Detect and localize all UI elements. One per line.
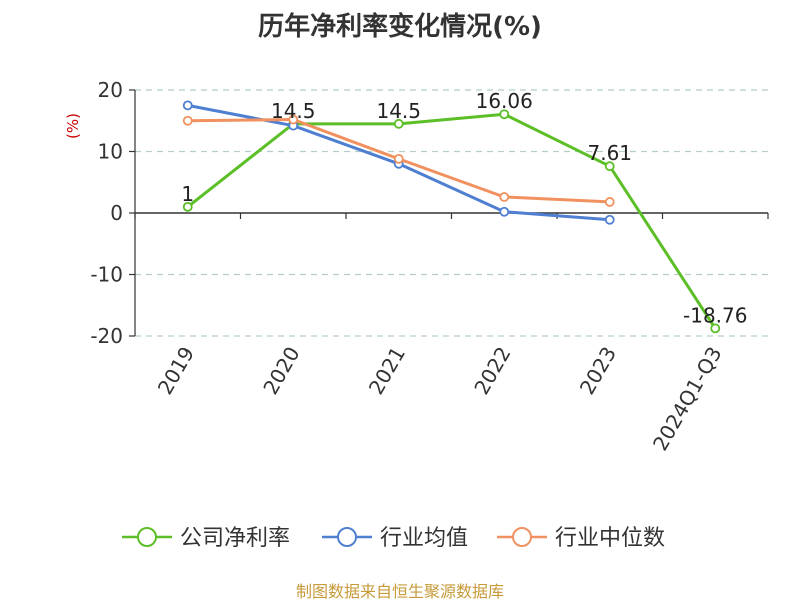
- y-tick-label: -20: [90, 324, 123, 348]
- data-labels: 1 14.5 14.5 16.06 7.61 -18.76: [181, 89, 747, 327]
- data-point: [182, 100, 193, 111]
- x-tick-label: 2023: [575, 343, 621, 399]
- data-point: [182, 201, 193, 212]
- y-tick-label: 0: [110, 201, 123, 225]
- data-label: 14.5: [376, 99, 421, 123]
- x-tick-label: 2024Q1-Q3: [648, 343, 727, 455]
- y-axis-label: (%): [64, 113, 82, 139]
- data-point: [288, 114, 299, 125]
- data-point: [604, 161, 615, 172]
- chart-title: 历年净利率变化情况(%): [258, 12, 542, 42]
- legend-marker: [137, 527, 157, 547]
- data-point: [604, 197, 615, 207]
- source-note: 制图数据来自恒生聚源数据库: [295, 582, 504, 601]
- x-tick-label: 2021: [364, 343, 410, 399]
- legend-label: 行业均值: [380, 526, 468, 551]
- y-tick-label: -10: [90, 263, 123, 287]
- x-tick-label: 2020: [258, 343, 304, 399]
- data-label: 16.06: [476, 89, 533, 113]
- y-tick-label: 20: [98, 78, 123, 102]
- series: [182, 100, 721, 334]
- y-tick-label: 10: [98, 140, 123, 164]
- data-point: [393, 153, 404, 164]
- data-label: 7.61: [587, 141, 632, 165]
- legend: 公司净利率 行业均值 行业中位数: [122, 526, 665, 551]
- data-point: [604, 214, 615, 225]
- data-label: -18.76: [683, 303, 747, 327]
- legend-item: 公司净利率: [122, 526, 290, 551]
- series-line-0: [186, 112, 717, 330]
- data-point: [499, 109, 510, 120]
- x-tick-label: 2022: [469, 343, 515, 399]
- data-point: [393, 118, 404, 129]
- data-point: [710, 323, 721, 334]
- legend-label: 行业中位数: [555, 526, 665, 551]
- data-point: [182, 115, 193, 126]
- legend-label: 公司净利率: [180, 526, 290, 551]
- data-point: [499, 192, 510, 202]
- data-point: [499, 206, 510, 217]
- legend-item: 行业均值: [322, 526, 468, 551]
- legend-marker: [337, 527, 357, 547]
- legend-item: 行业中位数: [497, 526, 665, 551]
- x-tick-label: 2019: [153, 343, 199, 399]
- legend-marker: [512, 527, 532, 547]
- data-label: 1: [181, 182, 194, 206]
- axes: 20 10 0 -10 -20 2019 2020 2021 2022 2023 2024Q1-Q3: [90, 78, 769, 455]
- data-label: 14.5: [271, 99, 316, 123]
